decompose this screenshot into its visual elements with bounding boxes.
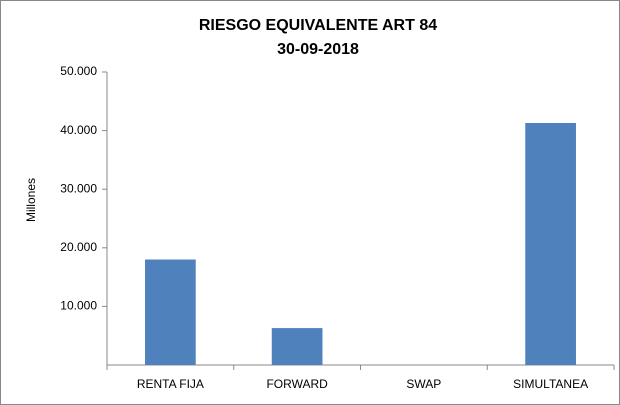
y-tick-label: 10.000 [60, 299, 97, 313]
y-tick-label: 50.000 [60, 64, 97, 78]
y-tick-label: 20.000 [60, 240, 97, 254]
chart-title: RIESGO EQUIVALENTE ART 84 [199, 17, 437, 34]
x-tick-label: FORWARD [266, 377, 328, 391]
bar [525, 122, 576, 366]
x-tick-label: RENTA FIJA [137, 377, 204, 391]
y-axis-label: Millones [24, 178, 38, 222]
bar [145, 259, 196, 365]
y-tick-label: 40.000 [60, 123, 97, 137]
bar [271, 328, 323, 365]
x-tick-label: SIMULTANEA [513, 377, 588, 391]
x-tick-label: SWAP [406, 377, 441, 391]
y-tick-label: 30.000 [60, 181, 97, 195]
chart-subtitle: 30-09-2018 [277, 41, 359, 58]
